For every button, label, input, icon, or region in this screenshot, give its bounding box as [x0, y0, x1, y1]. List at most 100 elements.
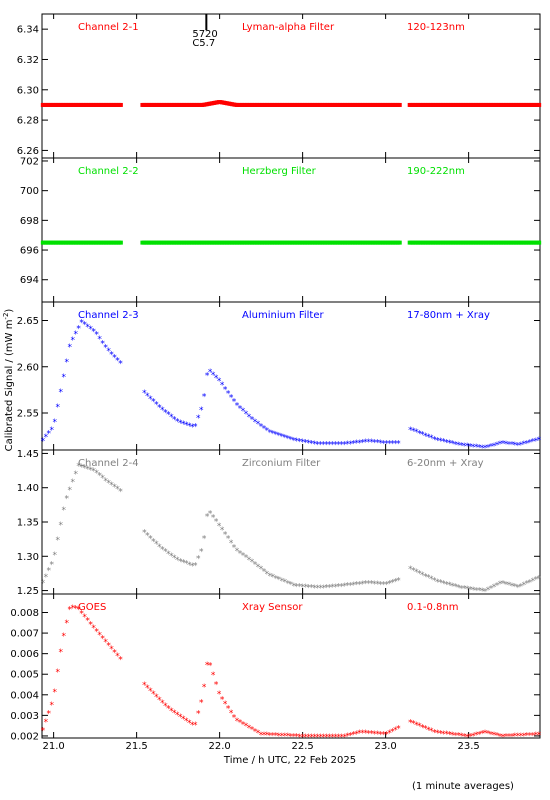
data-point: * — [513, 441, 518, 451]
data-point: * — [396, 576, 401, 586]
data-point: * — [462, 442, 467, 452]
data-point: * — [61, 373, 66, 383]
data-point: * — [73, 605, 78, 615]
data-point — [118, 102, 123, 107]
data-point: * — [238, 719, 243, 729]
data-point: * — [91, 467, 96, 477]
data-point: * — [345, 440, 350, 450]
data-point: * — [408, 426, 413, 436]
data-point: * — [477, 730, 482, 740]
data-point — [397, 102, 402, 107]
data-point: * — [163, 408, 168, 418]
data-point: * — [307, 733, 312, 743]
data-point: * — [459, 584, 464, 594]
y-tick-label: 6.32 — [17, 55, 39, 66]
data-point: * — [199, 406, 204, 416]
data-point: * — [489, 443, 494, 453]
data-point: * — [489, 730, 494, 740]
data-point: * — [94, 469, 99, 479]
data-point: * — [193, 422, 198, 432]
data-point: * — [241, 551, 246, 561]
data-point: * — [112, 483, 117, 493]
data-point: * — [223, 530, 228, 540]
data-point: * — [85, 465, 90, 475]
data-point: * — [202, 683, 207, 693]
data-point — [537, 240, 542, 245]
data-point: * — [217, 377, 222, 387]
data-point: * — [145, 392, 150, 402]
data-point: * — [507, 733, 512, 743]
data-point: * — [498, 732, 503, 742]
data-point: * — [73, 470, 78, 480]
data-point: * — [292, 733, 297, 743]
data-point: * — [70, 478, 75, 488]
data-point: * — [115, 652, 120, 662]
data-point: * — [280, 577, 285, 587]
data-point: * — [53, 418, 58, 428]
data-point: * — [357, 439, 362, 449]
data-point: * — [537, 574, 542, 584]
data-point: * — [369, 730, 374, 740]
data-point: * — [366, 579, 371, 589]
data-point: * — [468, 585, 473, 595]
data-point: * — [528, 731, 533, 741]
data-point: * — [310, 733, 315, 743]
data-point: * — [423, 432, 428, 442]
data-point: * — [259, 731, 264, 741]
data-point: * — [244, 722, 249, 732]
data-point: * — [289, 581, 294, 591]
data-point: * — [50, 426, 55, 436]
data-point: * — [315, 440, 320, 450]
y-tick-label: 0.003 — [10, 711, 39, 722]
data-point: * — [163, 548, 168, 558]
data-point: * — [292, 437, 297, 447]
data-point: * — [414, 428, 419, 438]
data-point: * — [408, 565, 413, 575]
data-point: * — [351, 581, 356, 591]
panel-frame — [41, 13, 541, 159]
data-point: * — [76, 462, 81, 472]
data-point: * — [271, 573, 276, 583]
flare-class-label: C5.7 — [192, 38, 215, 49]
data-point: * — [414, 568, 419, 578]
data-point: * — [531, 731, 536, 741]
data-point: * — [214, 518, 219, 528]
data-point: * — [423, 725, 428, 735]
panel-band-label: 6-20nm + Xray — [407, 458, 484, 469]
data-point: * — [372, 580, 377, 590]
data-point: * — [91, 624, 96, 634]
data-point: * — [339, 441, 344, 451]
data-point: * — [175, 556, 180, 566]
data-point: * — [88, 325, 93, 335]
data-point: * — [375, 730, 380, 740]
x-tick-label: 22.5 — [291, 741, 313, 752]
data-point: * — [363, 438, 368, 448]
data-point: * — [47, 710, 52, 720]
data-point: * — [142, 528, 147, 538]
data-point: * — [79, 463, 84, 473]
panel-band-label: 17-80nm + Xray — [407, 310, 490, 321]
data-point: * — [61, 506, 66, 516]
y-tick-label: 694 — [20, 275, 39, 286]
data-point: * — [211, 671, 216, 681]
data-point: * — [381, 731, 386, 741]
y-tick-label: 702 — [20, 156, 39, 167]
data-point: * — [330, 441, 335, 451]
data-point: * — [154, 693, 159, 703]
data-point: * — [214, 681, 219, 691]
data-point: * — [438, 437, 443, 447]
data-point: * — [417, 429, 422, 439]
data-point: * — [525, 580, 530, 590]
data-point: * — [187, 719, 192, 729]
data-point: * — [435, 578, 440, 588]
data-point: * — [327, 733, 332, 743]
data-point: * — [384, 440, 389, 450]
data-point: * — [447, 731, 452, 741]
panel-channel-label: Channel 2-4 — [78, 458, 139, 469]
data-point: * — [115, 357, 120, 367]
data-point: * — [187, 561, 192, 571]
data-point: * — [295, 582, 300, 592]
data-point: * — [79, 319, 84, 329]
data-point: * — [226, 704, 231, 714]
data-point: * — [142, 681, 147, 691]
